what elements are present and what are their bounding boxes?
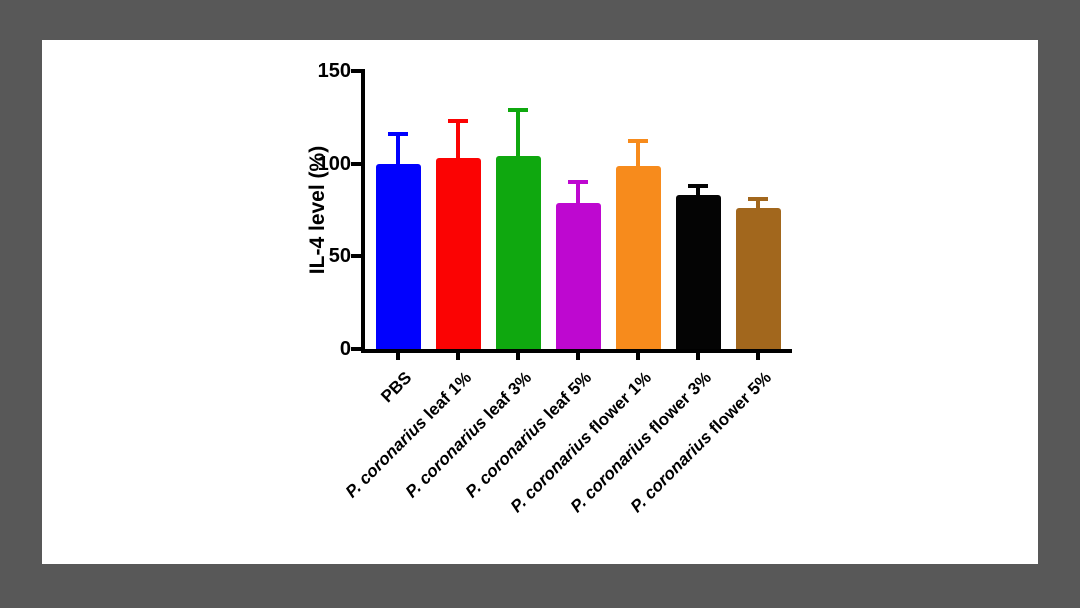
y-axis-tick xyxy=(351,347,361,351)
error-bar-stem xyxy=(636,141,640,166)
bar xyxy=(495,156,541,349)
x-axis-tick xyxy=(696,353,700,360)
x-axis-tick xyxy=(396,353,400,360)
y-axis-tick xyxy=(351,69,361,73)
bar xyxy=(615,165,661,349)
error-bar-cap xyxy=(688,183,708,188)
bar xyxy=(375,163,421,349)
bar xyxy=(735,208,781,349)
error-bar-stem xyxy=(576,182,580,203)
error-bar-stem xyxy=(756,198,760,209)
y-axis-tick-label: 100 xyxy=(317,152,351,175)
error-bar-stem xyxy=(396,134,400,164)
error-bar-cap xyxy=(448,119,468,124)
y-axis-line xyxy=(361,69,365,353)
bar xyxy=(435,158,481,349)
y-axis-tick-label: 50 xyxy=(328,245,351,268)
error-bar-cap xyxy=(388,132,408,136)
x-axis-tick xyxy=(636,353,640,360)
y-axis-tick-label: 150 xyxy=(317,60,351,82)
error-bar-cap xyxy=(628,139,648,144)
error-bar-stem xyxy=(696,185,700,196)
x-axis-tick xyxy=(516,353,520,360)
x-axis-tick xyxy=(756,353,760,360)
plot-area: PBS P. coronarius leaf 1% P. coronarius le… xyxy=(318,60,792,516)
x-axis-line xyxy=(361,349,792,353)
y-axis-tick xyxy=(351,161,361,166)
x-axis-tick xyxy=(456,353,460,360)
bar xyxy=(555,202,601,349)
error-bar-cap xyxy=(748,196,768,201)
y-axis-tick-label: 0 xyxy=(339,338,351,360)
error-bar-cap xyxy=(568,180,588,185)
error-bar-stem xyxy=(516,109,520,157)
x-axis-tick xyxy=(576,353,580,360)
x-axis-category-label: PBS xyxy=(377,368,416,407)
figure-panel: IL-4 level (%) PBS P. coronarius leaf 1% P… xyxy=(42,40,1038,564)
error-bar-stem xyxy=(456,121,460,159)
y-axis-tick xyxy=(351,254,361,259)
bar xyxy=(675,195,721,349)
error-bar-cap xyxy=(508,107,528,112)
